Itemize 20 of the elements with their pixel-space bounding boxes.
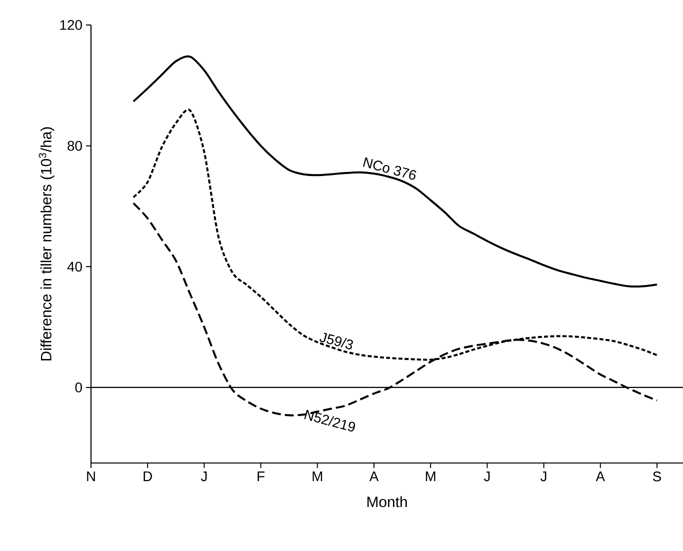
x-axis-title: Month <box>367 496 407 508</box>
x-tick-label: A <box>369 472 379 482</box>
x-tick-label: J <box>484 472 490 482</box>
x-tick-label: M <box>426 472 436 482</box>
x-tick-label: M <box>312 472 322 482</box>
x-tick-label: J <box>200 472 207 482</box>
x-tick-label: D <box>144 472 152 482</box>
x-tick-label: F <box>258 472 264 482</box>
x-tick-label: A <box>596 472 606 482</box>
text: J59/3 <box>320 332 353 350</box>
y-tick-label: 0 <box>75 382 82 392</box>
y-tick-label: 40 <box>67 262 82 272</box>
text: N52/219 <box>304 410 356 432</box>
y-tick-label: 120 <box>60 20 82 30</box>
x-tick-label: J <box>540 472 546 482</box>
text: NCo 376 <box>363 157 416 180</box>
y-tick-label: 80 <box>68 140 82 151</box>
y-axis-title: Difference in tiller numbers (10$^{3}$/ha) <box>38 127 54 360</box>
x-tick-label: N <box>87 472 95 482</box>
x-tick-label: S <box>652 471 661 482</box>
